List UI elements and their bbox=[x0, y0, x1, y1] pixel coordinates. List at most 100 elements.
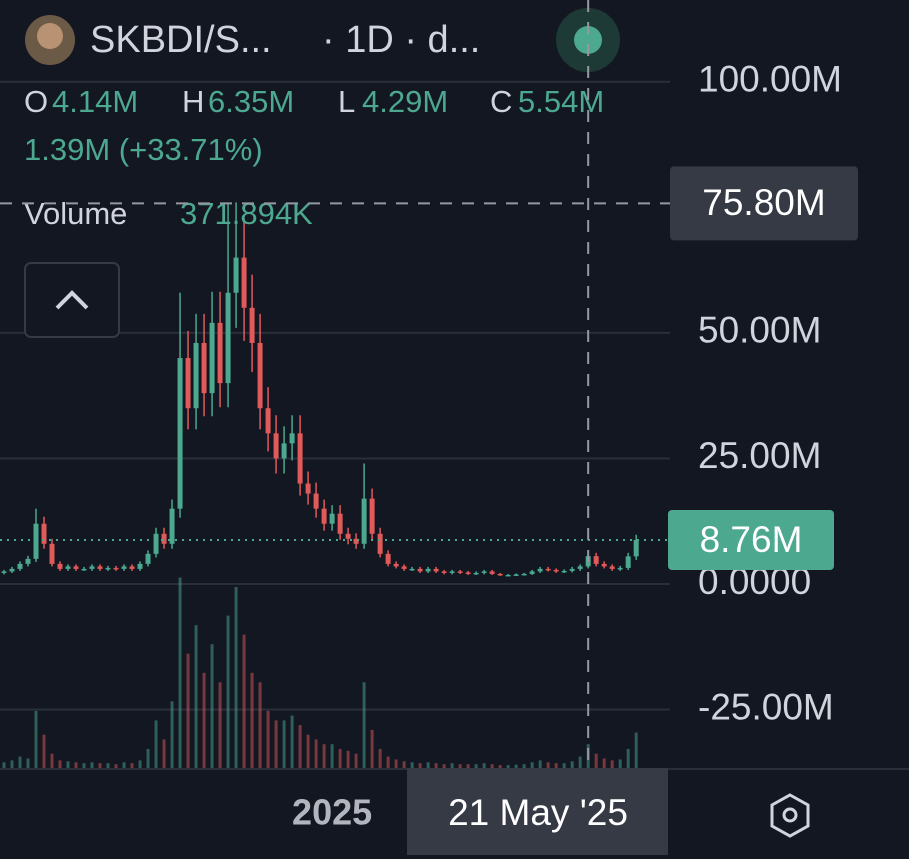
volume-bar bbox=[490, 764, 494, 768]
volume-bar bbox=[546, 762, 550, 768]
volume-bar bbox=[242, 634, 246, 768]
volume-bar bbox=[50, 753, 54, 768]
volume-bar bbox=[442, 764, 446, 768]
candle-body bbox=[17, 563, 23, 569]
candle-body bbox=[129, 566, 135, 569]
volume-bar bbox=[378, 748, 382, 768]
candle-body bbox=[265, 408, 271, 434]
candle-body bbox=[329, 513, 335, 524]
candle-body bbox=[529, 571, 535, 574]
settings-icon bbox=[782, 807, 798, 823]
volume-bar bbox=[466, 764, 470, 768]
volume-bar bbox=[474, 764, 478, 768]
candle-body bbox=[417, 568, 423, 572]
volume-bar bbox=[226, 615, 230, 768]
candle-body bbox=[361, 498, 367, 544]
candle-body bbox=[217, 322, 223, 384]
candle-body bbox=[105, 567, 111, 570]
candle-body bbox=[545, 568, 551, 571]
candle-body bbox=[25, 558, 31, 564]
candle-body bbox=[193, 342, 199, 409]
volume-bar bbox=[66, 761, 70, 768]
plot-area bbox=[0, 80, 670, 768]
volume-bar bbox=[306, 734, 310, 768]
volume-bar bbox=[338, 748, 342, 768]
volume-bar bbox=[434, 763, 438, 768]
volume-bar bbox=[578, 756, 582, 768]
volume-bar bbox=[530, 762, 534, 768]
volume-bar bbox=[538, 760, 542, 768]
candle-body bbox=[257, 342, 263, 409]
candle-body bbox=[97, 566, 103, 569]
candle-body bbox=[41, 523, 47, 544]
volume-bar bbox=[394, 759, 398, 768]
volume-bar bbox=[194, 625, 198, 768]
candle-body bbox=[393, 563, 399, 567]
volume-bar bbox=[522, 764, 526, 768]
candle-body bbox=[153, 533, 159, 554]
candle-body bbox=[345, 533, 351, 539]
volume-bar bbox=[330, 744, 334, 768]
candle-body bbox=[577, 566, 583, 569]
candle-body bbox=[225, 292, 231, 384]
candle-body bbox=[377, 533, 383, 554]
volume-bar bbox=[506, 765, 510, 768]
volume-bar bbox=[314, 739, 318, 768]
candle-body bbox=[449, 571, 455, 573]
candle-body bbox=[297, 433, 303, 484]
ohlc-value: 5.54M bbox=[518, 84, 604, 119]
candle-body bbox=[553, 569, 559, 572]
ohlc-value: 4.14M bbox=[52, 84, 138, 119]
y-tick-label: -25.00M bbox=[698, 686, 834, 727]
volume-bar bbox=[106, 763, 110, 768]
volume-legend-name: Volume bbox=[24, 196, 127, 231]
volume-bar bbox=[186, 653, 190, 768]
volume-bar bbox=[290, 715, 294, 768]
collapse-button[interactable] bbox=[24, 262, 120, 338]
candle-body bbox=[593, 556, 599, 564]
volume-bar bbox=[410, 762, 414, 768]
volume-bar bbox=[322, 744, 326, 768]
candle-body bbox=[369, 498, 375, 534]
volume-bar bbox=[610, 760, 614, 768]
candle-body bbox=[561, 570, 567, 573]
candle-body bbox=[409, 568, 415, 571]
volume-bar bbox=[362, 682, 366, 768]
volume-bar bbox=[90, 762, 94, 768]
candle-body bbox=[65, 566, 71, 569]
volume-bar bbox=[602, 758, 606, 768]
candle-body bbox=[113, 567, 119, 570]
candle-body bbox=[513, 574, 519, 576]
volume-bar bbox=[26, 758, 30, 768]
ohlc-key: O bbox=[24, 84, 48, 119]
candle-body bbox=[465, 572, 471, 574]
volume-bar bbox=[402, 761, 406, 768]
candle-body bbox=[33, 523, 39, 559]
volume-bar bbox=[458, 764, 462, 768]
candle-body bbox=[161, 533, 167, 544]
candle-body bbox=[89, 566, 95, 569]
candle-body bbox=[57, 563, 63, 569]
ohlc-key: L bbox=[338, 84, 355, 119]
volume-bar bbox=[146, 748, 150, 768]
candle-body bbox=[137, 563, 143, 569]
volume-bar bbox=[426, 762, 430, 768]
volume-bar bbox=[258, 682, 262, 768]
volume-bar bbox=[2, 762, 6, 768]
candle-body bbox=[473, 572, 479, 575]
candle-body bbox=[609, 566, 615, 569]
y-tick-label: 100.00M bbox=[698, 59, 842, 100]
candle-body bbox=[481, 571, 487, 573]
volume-bar bbox=[58, 760, 62, 768]
crosshair-y-box bbox=[670, 166, 858, 241]
symbol: SKBDI/S... bbox=[90, 19, 272, 61]
candle-body bbox=[145, 553, 151, 564]
candle-body bbox=[457, 571, 463, 573]
candle-body bbox=[521, 573, 527, 576]
volume-bar bbox=[634, 732, 638, 768]
volume-bar bbox=[154, 720, 158, 768]
settings-button[interactable] bbox=[770, 793, 810, 838]
